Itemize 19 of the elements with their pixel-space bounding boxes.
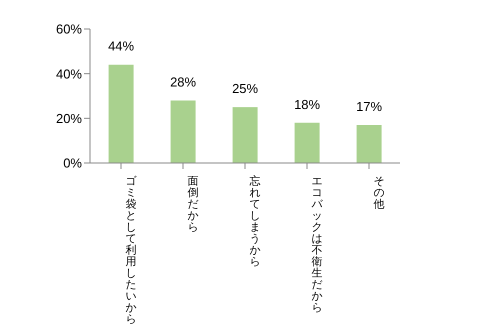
- x-tick-label: 面倒だから: [188, 176, 198, 234]
- category-label: エコバックは不衛生だから: [312, 176, 322, 314]
- data-label: 17%: [356, 99, 383, 114]
- data-label: 28%: [170, 74, 197, 90]
- data-label: 25%: [232, 81, 259, 96]
- data-label: 18%: [294, 96, 321, 112]
- category-label: ゴミ袋として利用したいから: [126, 176, 136, 326]
- bar: [108, 64, 134, 163]
- y-tick-label: 20%: [56, 110, 82, 126]
- bar: [170, 100, 196, 163]
- data-label: 44%: [108, 38, 135, 54]
- y-tick-label: 0%: [63, 156, 82, 171]
- x-tick-label: 忘れてしまうから: [250, 174, 260, 268]
- bar: [294, 122, 320, 163]
- bar: [356, 125, 382, 163]
- y-tick-label: 40%: [56, 66, 82, 82]
- bar: [232, 107, 258, 163]
- y-tick-label: 60%: [56, 22, 82, 37]
- x-tick-label: その他: [374, 176, 384, 210]
